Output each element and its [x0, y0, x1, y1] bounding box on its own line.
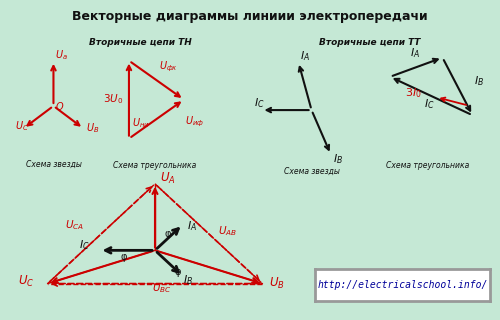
Text: $U_A$: $U_A$: [160, 171, 176, 186]
Text: Схема звезды: Схема звезды: [26, 160, 82, 169]
Text: $U_B$: $U_B$: [269, 276, 284, 291]
Text: φ: φ: [120, 252, 127, 262]
Text: $U_C$: $U_C$: [18, 274, 34, 289]
Text: Вторичные цепи ТН: Вторичные цепи ТН: [88, 38, 192, 47]
Text: $U_{иф}$: $U_{иф}$: [185, 115, 204, 130]
Text: $I_B$: $I_B$: [474, 75, 484, 88]
Text: Схема звезды: Схема звезды: [284, 167, 340, 176]
Text: $U_{BC}$: $U_{BC}$: [152, 281, 172, 295]
Text: $I_C$: $I_C$: [254, 97, 264, 110]
Text: φ: φ: [165, 229, 172, 239]
Text: $U_{ни}$: $U_{ни}$: [132, 116, 150, 130]
Text: http://electricalschool.info/: http://electricalschool.info/: [318, 280, 488, 290]
Text: $I_B$: $I_B$: [332, 152, 343, 166]
Text: $I_C$: $I_C$: [78, 239, 90, 252]
Text: $I_B$: $I_B$: [182, 273, 193, 287]
Text: Схема треугольника: Схема треугольника: [386, 161, 469, 170]
Text: $U_{CA}$: $U_{CA}$: [66, 219, 84, 232]
Text: $3U_0$: $3U_0$: [103, 92, 123, 106]
Text: $U_a$: $U_a$: [55, 49, 68, 62]
Text: $I_C$: $I_C$: [424, 98, 434, 111]
Text: $3I_0$: $3I_0$: [405, 86, 421, 100]
Text: φ: φ: [174, 267, 181, 277]
Text: $I_A$: $I_A$: [300, 49, 310, 63]
Text: $U_B$: $U_B$: [86, 121, 99, 134]
Text: $U_C$: $U_C$: [15, 119, 28, 133]
Text: Схема треугольника: Схема треугольника: [114, 161, 196, 170]
Text: $I_A$: $I_A$: [186, 220, 196, 233]
Text: $U_{фк}$: $U_{фк}$: [159, 60, 178, 74]
Text: Векторные диаграммы линиии электропередачи: Векторные диаграммы линиии электропереда…: [72, 10, 428, 23]
Text: $I_A$: $I_A$: [410, 46, 420, 60]
Text: Вторичные цепи ТТ: Вторичные цепи ТТ: [320, 38, 420, 47]
Text: $U_{AB}$: $U_{AB}$: [218, 224, 238, 237]
Text: O: O: [56, 101, 63, 112]
